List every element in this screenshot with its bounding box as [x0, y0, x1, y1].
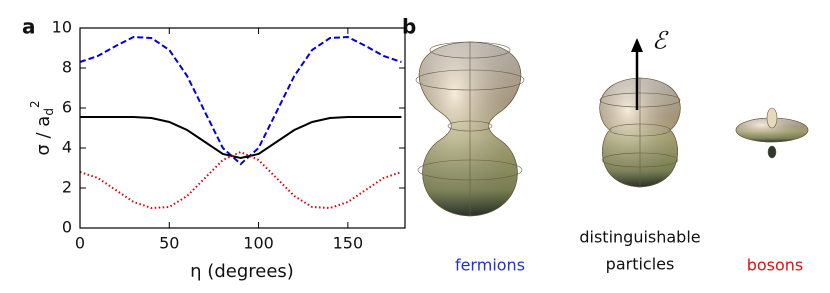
y-axis-label-main: σ / a [33, 116, 54, 156]
y-axis-label: σ / ad2 [28, 100, 56, 155]
series-line [80, 116, 402, 160]
field-label: ℰ [652, 27, 669, 55]
x-tick-label: 150 [333, 234, 364, 253]
series-line [79, 35, 402, 166]
y-tick-label: 0 [62, 218, 72, 237]
x-axis-label: η (degrees) [190, 261, 294, 282]
boson-shape [735, 107, 809, 159]
plot-frame [79, 27, 406, 229]
fermions-label: fermions [455, 256, 525, 275]
fermion-shape [415, 41, 525, 217]
bosons-label: bosons [747, 256, 804, 275]
y-axis-label-sup: 2 [28, 100, 42, 108]
y-tick-label: 8 [62, 58, 72, 77]
y-axis-label-sub: d [42, 108, 56, 116]
distinguishable-label: particles [606, 255, 675, 274]
y-tick-label: 6 [62, 98, 72, 117]
x-tick-label: 0 [75, 234, 85, 253]
y-tick-label: 4 [62, 138, 72, 157]
panel-label: b [402, 15, 416, 39]
panel-label: a [22, 15, 36, 39]
distinguishable-label: distinguishable [579, 228, 700, 247]
y-tick-label: 10 [52, 18, 72, 37]
series-line [79, 150, 402, 210]
x-tick-label: 50 [159, 234, 179, 253]
distinguishable-shape [599, 77, 681, 188]
field-arrow-head [631, 38, 643, 52]
x-tick-label: 100 [243, 234, 274, 253]
y-tick-label: 2 [62, 178, 72, 197]
